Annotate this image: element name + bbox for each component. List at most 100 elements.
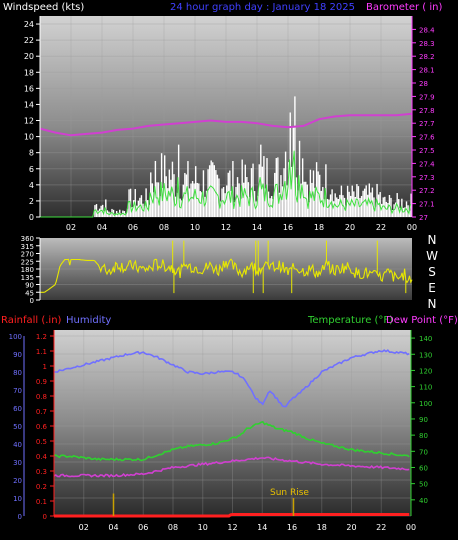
temperature-tick-label: 140 <box>419 335 432 343</box>
gust-bar <box>359 198 360 217</box>
time-tick-labels-bottom: 02 04 06 08 10 12 14 16 18 20 22 00 <box>79 523 416 532</box>
barometer-tick-label: 27.3 <box>419 174 435 182</box>
windspeed-tick-label: 22 <box>24 36 34 45</box>
gust-bar <box>184 173 185 217</box>
time-tick-label-bottom: 16 <box>287 523 297 532</box>
gust-bar <box>212 162 213 217</box>
barometer-axis-label: Barometer ( in) <box>366 2 442 13</box>
barometer-tick-label: 28.3 <box>419 40 435 48</box>
temperature-tick-label: 60 <box>419 464 428 472</box>
windspeed-tick-label: 12 <box>24 117 34 126</box>
gust-bar <box>361 196 362 217</box>
time-tick-label-bottom: 10 <box>198 523 208 532</box>
gust-bar <box>276 158 277 217</box>
barometer-tick-label: 27.9 <box>419 93 435 101</box>
gust-bar <box>197 183 198 217</box>
humidity-tick-label: 20 <box>13 477 22 485</box>
gust-bar <box>138 201 139 217</box>
gust-bar <box>293 128 294 217</box>
time-tick-label-bottom: 02 <box>79 523 89 532</box>
direction-tick-label: 135 <box>21 274 34 282</box>
humidity-tick-label: 40 <box>13 441 22 449</box>
time-tick-label: 10 <box>190 223 200 232</box>
rain-tick-label: 0.7 <box>36 408 47 416</box>
humidity-tick-label: 90 <box>13 351 22 359</box>
time-tick-label: 22 <box>376 223 386 232</box>
rain-tick-label: 0.3 <box>36 468 47 476</box>
compass-label: N <box>428 297 437 311</box>
direction-tick-labels: 04590135180225270315360 <box>21 235 40 305</box>
time-tick-label-bottom: 12 <box>227 523 237 532</box>
gust-bar <box>204 197 205 217</box>
windspeed-axis-label: Windspeed (kts) <box>3 2 84 13</box>
humidity-tick-label: 30 <box>13 459 22 467</box>
barometer-tick-label: 27.8 <box>419 107 435 115</box>
gust-bar <box>370 192 371 217</box>
gust-bar <box>175 197 176 217</box>
gust-bar <box>193 183 194 217</box>
temperature-tick-label: 70 <box>419 448 428 456</box>
time-tick-label-bottom: 04 <box>108 523 118 532</box>
windspeed-tick-label: 24 <box>24 20 34 29</box>
gust-bar <box>328 200 329 217</box>
gust-bar <box>339 195 340 217</box>
windspeed-tick-label: 14 <box>24 100 34 109</box>
temperature-humidity-chart: Rainfall (.in) Humidity Temperature (°F)… <box>1 315 458 532</box>
gust-bar <box>189 188 190 217</box>
temperature-tick-label: 40 <box>419 497 428 505</box>
direction-tick-label: 360 <box>21 235 34 243</box>
gust-bar <box>228 173 229 217</box>
time-tick-label: 08 <box>159 223 169 232</box>
gust-bar <box>262 167 263 217</box>
direction-tick-label: 45 <box>25 289 34 297</box>
temperature-tick-label: 50 <box>419 481 428 489</box>
gust-bar <box>356 184 357 217</box>
gust-bar <box>226 185 227 217</box>
gust-bar <box>269 198 270 217</box>
rain-tick-label: 1.2 <box>36 333 47 341</box>
time-tick-label-bottom: 14 <box>257 523 267 532</box>
rain-tick-label: 0.8 <box>36 393 47 401</box>
gust-bar <box>139 198 140 217</box>
temperature-tick-labels: 40 50 60 70 80 90 100 110 120 130 140 <box>411 330 432 516</box>
gust-bar <box>383 197 384 217</box>
direction-tick-label: 225 <box>21 258 34 266</box>
compass-labels: NWSEN <box>426 233 438 311</box>
dew-point-axis-label: Dew Point (°F) <box>386 315 458 326</box>
barometer-tick-label: 27.7 <box>419 120 435 128</box>
temperature-tick-label: 130 <box>419 351 432 359</box>
gust-bar <box>311 183 312 217</box>
time-tick-label-bottom: 22 <box>376 523 386 532</box>
chart-title: 24 hour graph day : January 18 2025 <box>170 2 355 13</box>
humidity-tick-labels: 0102030405060708090100 <box>9 333 24 521</box>
gust-bar <box>186 174 187 217</box>
time-tick-label-bottom: 08 <box>168 523 178 532</box>
rain-tick-label: 0.6 <box>36 423 48 431</box>
humidity-tick-label: 70 <box>13 387 22 395</box>
gust-bar <box>362 191 363 217</box>
gust-bar <box>221 188 222 217</box>
barometer-tick-label: 27 <box>419 214 428 222</box>
compass-label: N <box>428 233 437 247</box>
sunrise-annotation: Sun Rise <box>270 488 309 498</box>
compass-label: S <box>428 265 436 279</box>
gust-bar <box>327 199 328 217</box>
direction-tick-label: 270 <box>21 251 34 259</box>
barometer-tick-labels: 2727.127.227.327.427.527.627.727.827.928… <box>412 16 435 222</box>
direction-tick-label: 0 <box>30 297 34 305</box>
rain-tick-label: 0.2 <box>36 483 47 491</box>
windspeed-tick-label: 4 <box>29 181 34 190</box>
gust-bar <box>224 193 225 217</box>
time-tick-label: 00 <box>407 223 417 232</box>
rain-tick-label: 0.4 <box>36 453 48 461</box>
gust-bar <box>170 180 171 217</box>
time-tick-label-bottom: 20 <box>346 523 356 532</box>
temperature-tick-label: 110 <box>419 384 432 392</box>
temperature-tick-label: 90 <box>419 416 428 424</box>
direction-tick-label: 315 <box>21 243 34 251</box>
gust-bar <box>190 184 191 217</box>
time-tick-label: 06 <box>128 223 138 232</box>
temperature-tick-label: 80 <box>419 432 428 440</box>
rainfall-axis-label: Rainfall (.in) <box>1 315 62 326</box>
